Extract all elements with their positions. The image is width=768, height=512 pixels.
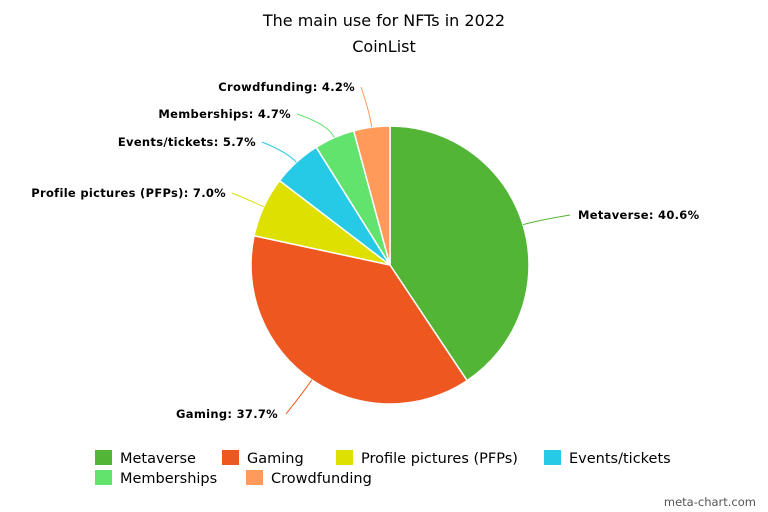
leader-line-events-tickets (261, 141, 297, 163)
legend-item-memberships[interactable]: Memberships (95, 470, 217, 487)
slice-label-crowdfunding: Crowdfunding: 4.2% (218, 80, 355, 94)
legend-swatch (95, 450, 112, 465)
legend-label: Gaming (247, 451, 304, 467)
slice-label-profile-pictures-pfps: Profile pictures (PFPs): 7.0% (31, 186, 226, 200)
legend-swatch (246, 470, 263, 485)
chart-title: The main use for NFTs in 2022 (262, 11, 505, 30)
legend-item-metaverse[interactable]: Metaverse (95, 450, 196, 467)
label-leaders (231, 86, 571, 415)
leader-line-crowdfunding (360, 86, 373, 128)
leader-line-metaverse (522, 214, 571, 226)
legend-label: Events/tickets (569, 451, 671, 467)
slice-label-memberships: Memberships: 4.7% (158, 107, 291, 121)
legend: Metaverse Gaming Profile pictures (PFPs) Ev… (95, 450, 671, 487)
legend-swatch (95, 470, 112, 485)
legend-label: Profile pictures (PFPs) (361, 451, 518, 467)
legend-swatch (336, 450, 353, 465)
legend-item-events-tickets[interactable]: Events/tickets (544, 450, 671, 467)
chart-subtitle: CoinList (352, 37, 416, 56)
pie-slices (250, 125, 530, 405)
slice-label-gaming: Gaming: 37.7% (176, 407, 278, 421)
legend-label: Metaverse (120, 451, 196, 467)
legend-swatch (222, 450, 239, 465)
slice-label-events-tickets: Events/tickets: 5.7% (118, 135, 256, 149)
legend-label: Crowdfunding (271, 471, 372, 487)
pie-slice-crowdfunding (352, 125, 391, 266)
leader-line-gaming (285, 379, 313, 415)
legend-item-crowdfunding[interactable]: Crowdfunding (246, 470, 372, 487)
credit-text: meta-chart.com (664, 495, 756, 509)
legend-item-profile-pictures-pfps[interactable]: Profile pictures (PFPs) (336, 450, 518, 467)
legend-label: Memberships (120, 471, 217, 487)
legend-swatch (544, 450, 561, 465)
slice-label-metaverse: Metaverse: 40.6% (578, 208, 700, 222)
legend-item-gaming[interactable]: Gaming (222, 450, 304, 467)
slice-labels: Metaverse: 40.6% Gaming: 37.7% Profile pic… (31, 80, 699, 421)
leader-line-memberships (296, 113, 335, 138)
leader-line-profile-pictures-pfps (231, 192, 265, 208)
